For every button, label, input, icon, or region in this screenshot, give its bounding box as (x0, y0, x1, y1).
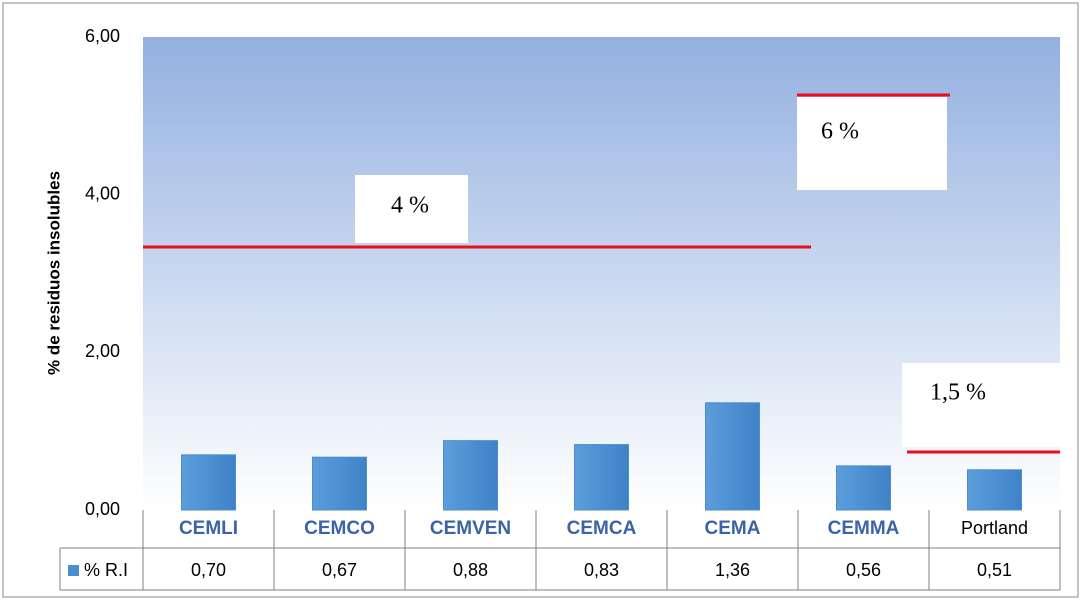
annotation: 4 % (391, 193, 429, 219)
bar (574, 444, 629, 511)
bar (312, 456, 367, 511)
x-tick-label: CEMLI (179, 518, 238, 539)
x-tick-label: CEMCA (567, 518, 637, 539)
annotation-box (902, 363, 1062, 447)
legend-label: % R.I (84, 560, 128, 580)
annotation-box (797, 97, 947, 190)
annotation-box (355, 175, 468, 243)
bar (181, 454, 236, 511)
value-label: 0,70 (191, 560, 226, 580)
legend-swatch (68, 565, 79, 576)
bar (443, 440, 498, 511)
value-label: 0,51 (977, 560, 1012, 580)
x-tick-label: CEMCO (304, 518, 375, 539)
y-tick-label: 6,00 (85, 26, 120, 46)
value-label: 0,56 (846, 560, 881, 580)
value-label: 0,67 (322, 560, 357, 580)
annotation: 1,5 % (930, 380, 986, 406)
annotation: 6 % (821, 119, 859, 145)
y-axis-label: % de residuos insolubles (44, 171, 63, 375)
x-tick-label: Portland (961, 518, 1028, 538)
x-tick-label: CEMMA (828, 518, 900, 539)
x-tick-label: CEMVEN (430, 518, 511, 539)
value-label: 1,36 (715, 560, 750, 580)
bar (705, 402, 760, 511)
y-tick-label: 2,00 (85, 341, 120, 361)
y-tick-label: 0,00 (85, 499, 120, 519)
bar (967, 469, 1022, 511)
value-label: 0,88 (453, 560, 488, 580)
x-tick-label: CEMA (705, 518, 761, 539)
value-label: 0,83 (584, 560, 619, 580)
y-tick-label: 4,00 (85, 183, 120, 203)
bar (836, 465, 891, 511)
